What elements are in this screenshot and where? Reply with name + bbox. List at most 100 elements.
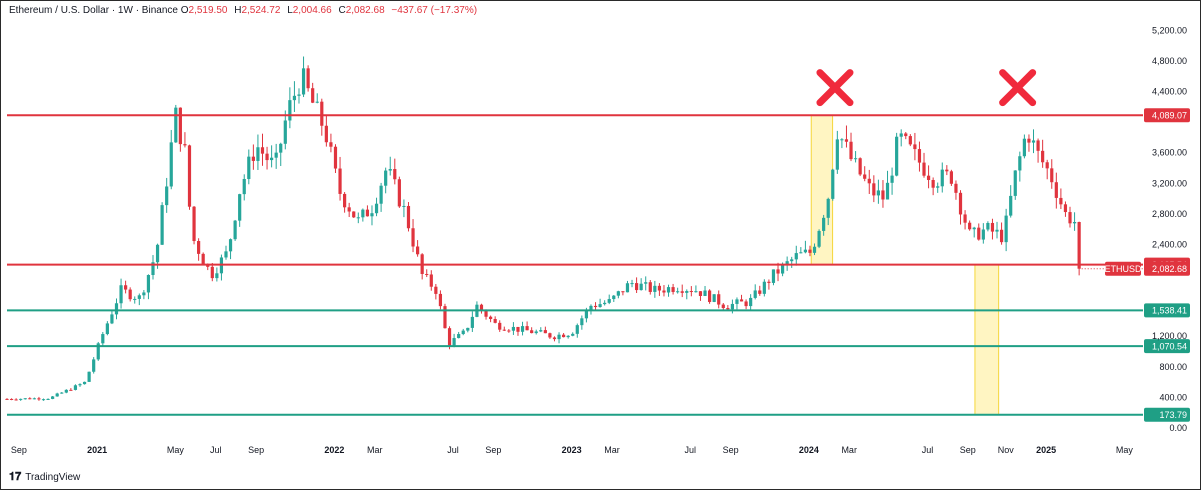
candle-body	[908, 136, 912, 145]
candle-body	[92, 359, 96, 372]
candle-body	[712, 294, 716, 302]
candle-body	[630, 283, 634, 285]
candle-body	[169, 142, 173, 187]
low-value: 2,004.66	[292, 5, 332, 16]
candle-body	[397, 179, 401, 207]
candle-body	[133, 298, 137, 300]
candle-body	[183, 144, 187, 146]
candle-body	[639, 283, 643, 291]
candle-body	[940, 169, 944, 187]
candle-body	[379, 185, 383, 204]
candle-body	[484, 310, 488, 317]
candle-body	[566, 335, 570, 338]
candle-body	[1022, 138, 1026, 157]
candle-body	[666, 287, 671, 293]
candle-body	[657, 285, 662, 291]
candle-body	[689, 291, 693, 293]
candle-body	[297, 94, 301, 96]
candle-body	[347, 207, 351, 212]
candle-body	[749, 297, 753, 307]
candle-body	[616, 291, 620, 296]
candle-body	[694, 291, 698, 293]
candle-body	[849, 141, 853, 160]
candle-body	[931, 179, 935, 188]
candle-body	[726, 308, 730, 310]
candle-body	[5, 398, 9, 400]
candle-body	[698, 291, 703, 296]
candle-body	[502, 329, 506, 331]
candle-body	[867, 178, 871, 184]
candle-body	[972, 227, 976, 230]
candle-body	[803, 249, 807, 253]
candle-body	[338, 168, 342, 194]
candle-body	[707, 290, 712, 302]
candle-body	[958, 192, 963, 215]
symbol-tag-label: ETHUSD	[1104, 264, 1142, 274]
close-label: C	[338, 5, 346, 16]
candle-body	[831, 169, 835, 199]
candle-body	[885, 182, 890, 200]
candle-body	[881, 190, 885, 200]
candle-body	[995, 229, 999, 232]
y-tick-label: 3,200.00	[1152, 178, 1187, 188]
current-price-label: 2,082.68	[1152, 264, 1187, 274]
candle-body	[438, 293, 443, 307]
candle-body	[904, 133, 908, 137]
candle-body	[19, 398, 23, 400]
candle-body	[406, 205, 411, 229]
candle-body	[434, 286, 438, 294]
candle-body	[598, 304, 602, 308]
candle-body	[949, 171, 953, 184]
level-price-label: 1,070.54	[1152, 341, 1187, 351]
current-price-tag	[1144, 261, 1190, 276]
candle-body	[1041, 150, 1045, 163]
candle-body	[356, 217, 360, 219]
candle-body	[634, 283, 639, 291]
candle-body	[680, 291, 684, 293]
candle-body	[55, 393, 59, 397]
highlight-box	[974, 264, 1000, 416]
candle-body	[279, 143, 283, 153]
candle-body	[493, 319, 497, 323]
candle-body	[365, 209, 370, 217]
candle-body	[69, 389, 73, 391]
candle-body	[425, 273, 429, 275]
candle-body	[470, 316, 474, 328]
candle-body	[1045, 162, 1049, 169]
candle-body	[822, 217, 826, 231]
candle-body	[242, 179, 246, 195]
candle-body	[621, 291, 625, 293]
candle-body	[23, 398, 27, 400]
candle-body	[1036, 140, 1040, 151]
candle-body	[402, 205, 406, 207]
price-chart[interactable]: 4,089.072,135.541,538.411,070.54173.79ET…	[1, 1, 1200, 471]
candle-body	[452, 338, 456, 346]
candle-body	[872, 183, 876, 196]
candle-body	[876, 190, 880, 196]
y-tick-label: 0.00	[1169, 423, 1187, 433]
candles-group	[5, 56, 1081, 401]
candle-body	[808, 249, 812, 253]
candle-body	[776, 269, 780, 274]
candle-body	[416, 246, 420, 255]
candle-body	[785, 261, 789, 265]
x-tick-label: Nov	[998, 445, 1015, 455]
candle-body	[534, 331, 538, 334]
candle-body	[580, 318, 584, 326]
candle-body	[653, 285, 657, 292]
candle-body	[374, 203, 379, 214]
level-price-label: 1,538.41	[1152, 306, 1187, 316]
symbol-title: Ethereum / U.S. Dollar · 1W · Binance	[9, 5, 178, 16]
candle-body	[735, 299, 739, 304]
candle-body	[685, 291, 689, 293]
candle-body	[215, 273, 219, 279]
x-marker-icon	[816, 69, 854, 107]
x-tick-label: Sep	[960, 445, 976, 455]
candle-body	[82, 381, 87, 385]
candle-body	[388, 169, 392, 171]
candle-body	[990, 222, 995, 232]
candle-body	[963, 214, 967, 223]
candle-body	[539, 330, 543, 332]
level-price-label: 4,089.07	[1152, 111, 1187, 121]
